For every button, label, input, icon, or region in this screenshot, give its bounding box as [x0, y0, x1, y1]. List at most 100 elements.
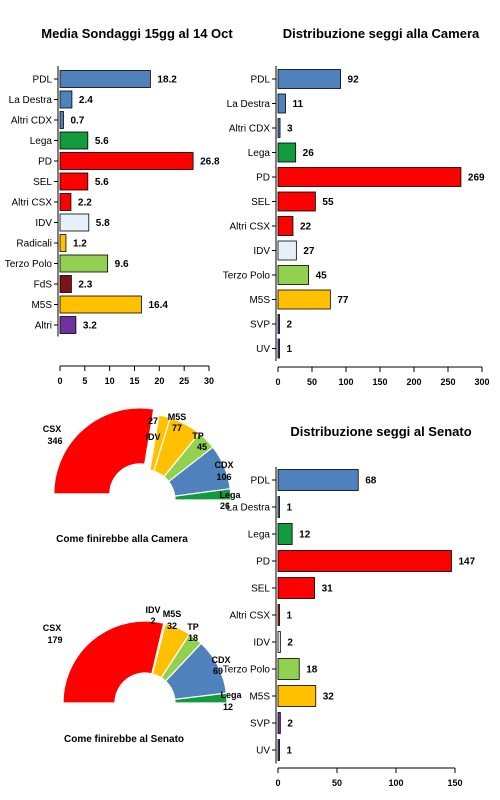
bar-value-label: 2	[287, 320, 293, 331]
category-label: IDV	[253, 246, 270, 257]
bar-value-label: 147	[458, 557, 475, 568]
bar-value-label: 1	[287, 344, 293, 355]
category-label: SVP	[250, 719, 270, 730]
bar	[277, 69, 341, 89]
x-tick-label: 100	[388, 778, 403, 788]
bar	[59, 234, 67, 252]
bar-value-label: 2.2	[78, 198, 92, 209]
bar-value-label: 0.7	[70, 116, 84, 127]
bar	[59, 213, 90, 232]
bar	[59, 254, 109, 273]
x-tick-label: 50	[307, 377, 317, 387]
bar-value-label: 55	[322, 197, 334, 208]
x-tick-label: 300	[474, 377, 489, 387]
bar	[59, 131, 89, 150]
bar	[277, 739, 280, 761]
bar-value-label: 68	[365, 476, 377, 487]
bar	[277, 93, 286, 114]
category-label: La Destra	[227, 503, 271, 514]
x-tick-label: 5	[82, 376, 87, 386]
bar	[59, 152, 194, 170]
bar-value-label: 77	[337, 295, 349, 306]
bar	[277, 289, 331, 310]
category-label: PD	[38, 157, 52, 168]
bar	[277, 216, 294, 236]
category-label: Lega	[248, 530, 271, 541]
bar-value-label: 18.2	[157, 75, 177, 86]
bar	[277, 240, 297, 261]
category-label: PDL	[251, 476, 271, 487]
pie-slice-value: 106	[216, 472, 231, 482]
bar-value-label: 5.6	[95, 177, 109, 188]
bar	[59, 316, 77, 334]
bar-value-label: 1.2	[73, 239, 87, 250]
category-label: M5S	[31, 300, 52, 311]
category-label: Altri CSX	[11, 198, 52, 209]
bar	[277, 496, 280, 518]
bar	[277, 118, 281, 138]
pie-caption-camera: Come finirebbe alla Camera	[56, 534, 188, 545]
pie-slice-name: M5S	[168, 412, 187, 422]
bar	[277, 712, 281, 734]
pie-slice-value: 179	[47, 635, 62, 645]
bar-value-label: 18	[306, 665, 318, 676]
bar-value-label: 22	[300, 222, 312, 233]
bar	[277, 658, 300, 680]
bar-value-label: 5.6	[95, 136, 109, 147]
pie-slice-value: 18	[188, 633, 198, 643]
pie-slice-name: Lega	[219, 490, 241, 500]
bar-value-label: 2	[287, 719, 293, 730]
pie-slice-value: 32	[167, 621, 177, 631]
bar-chart-sondaggi: PDL 18.2 La Destra 2.4 Altri CDX 0.7 Lega 5.6 PD…	[5, 66, 220, 386]
pie-slice-name: TP	[187, 622, 199, 632]
bar-value-label: 1	[287, 746, 293, 757]
category-label: SVP	[250, 320, 270, 331]
bar	[277, 191, 316, 212]
bar	[277, 142, 297, 163]
category-label: Altri CDX	[11, 116, 52, 127]
x-tick-label: 30	[204, 376, 214, 386]
category-label: Lega	[30, 136, 53, 147]
bar-value-label: 3	[287, 124, 293, 135]
x-tick-label: 150	[447, 778, 462, 788]
bar	[277, 577, 315, 599]
pie-slice-name: M5S	[163, 609, 182, 619]
x-tick-label: 100	[338, 377, 353, 387]
x-tick-label: 0	[275, 377, 280, 387]
bar	[277, 685, 317, 707]
pie-slice	[62, 620, 165, 704]
pie-slice	[174, 488, 232, 501]
bar	[277, 550, 452, 572]
pie-caption-senato: Come finirebbe al Senato	[64, 734, 184, 745]
bar	[59, 70, 151, 88]
bar-value-label: 11	[292, 99, 303, 110]
category-label: PD	[256, 173, 270, 184]
pie-slice-value: 77	[172, 423, 182, 433]
pie-slice-name: CSX	[43, 424, 62, 434]
bar	[277, 631, 281, 653]
pie-slice-value: 26	[220, 501, 230, 511]
x-tick-label: 0	[57, 376, 62, 386]
bar	[277, 523, 293, 545]
bar-value-label: 1	[287, 503, 293, 514]
pie-slice-value: 2	[150, 616, 155, 626]
category-label: PDL	[251, 75, 271, 86]
bar	[59, 172, 89, 191]
category-label: Radicali	[16, 239, 52, 250]
category-label: SEL	[33, 177, 52, 188]
category-label: IDV	[253, 638, 270, 649]
category-label: IDV	[35, 218, 52, 229]
bar-value-label: 26	[303, 148, 315, 159]
bar	[59, 90, 73, 109]
category-label: La Destra	[227, 99, 271, 110]
category-label: Altri CDX	[229, 124, 270, 135]
pie-slice-value: 12	[223, 702, 233, 712]
pie-slice-value: 27	[148, 416, 158, 426]
chart-title-senato: Distribuzione seggi al Senato	[290, 424, 471, 439]
x-tick-label: 250	[440, 377, 455, 387]
bar	[59, 295, 142, 314]
